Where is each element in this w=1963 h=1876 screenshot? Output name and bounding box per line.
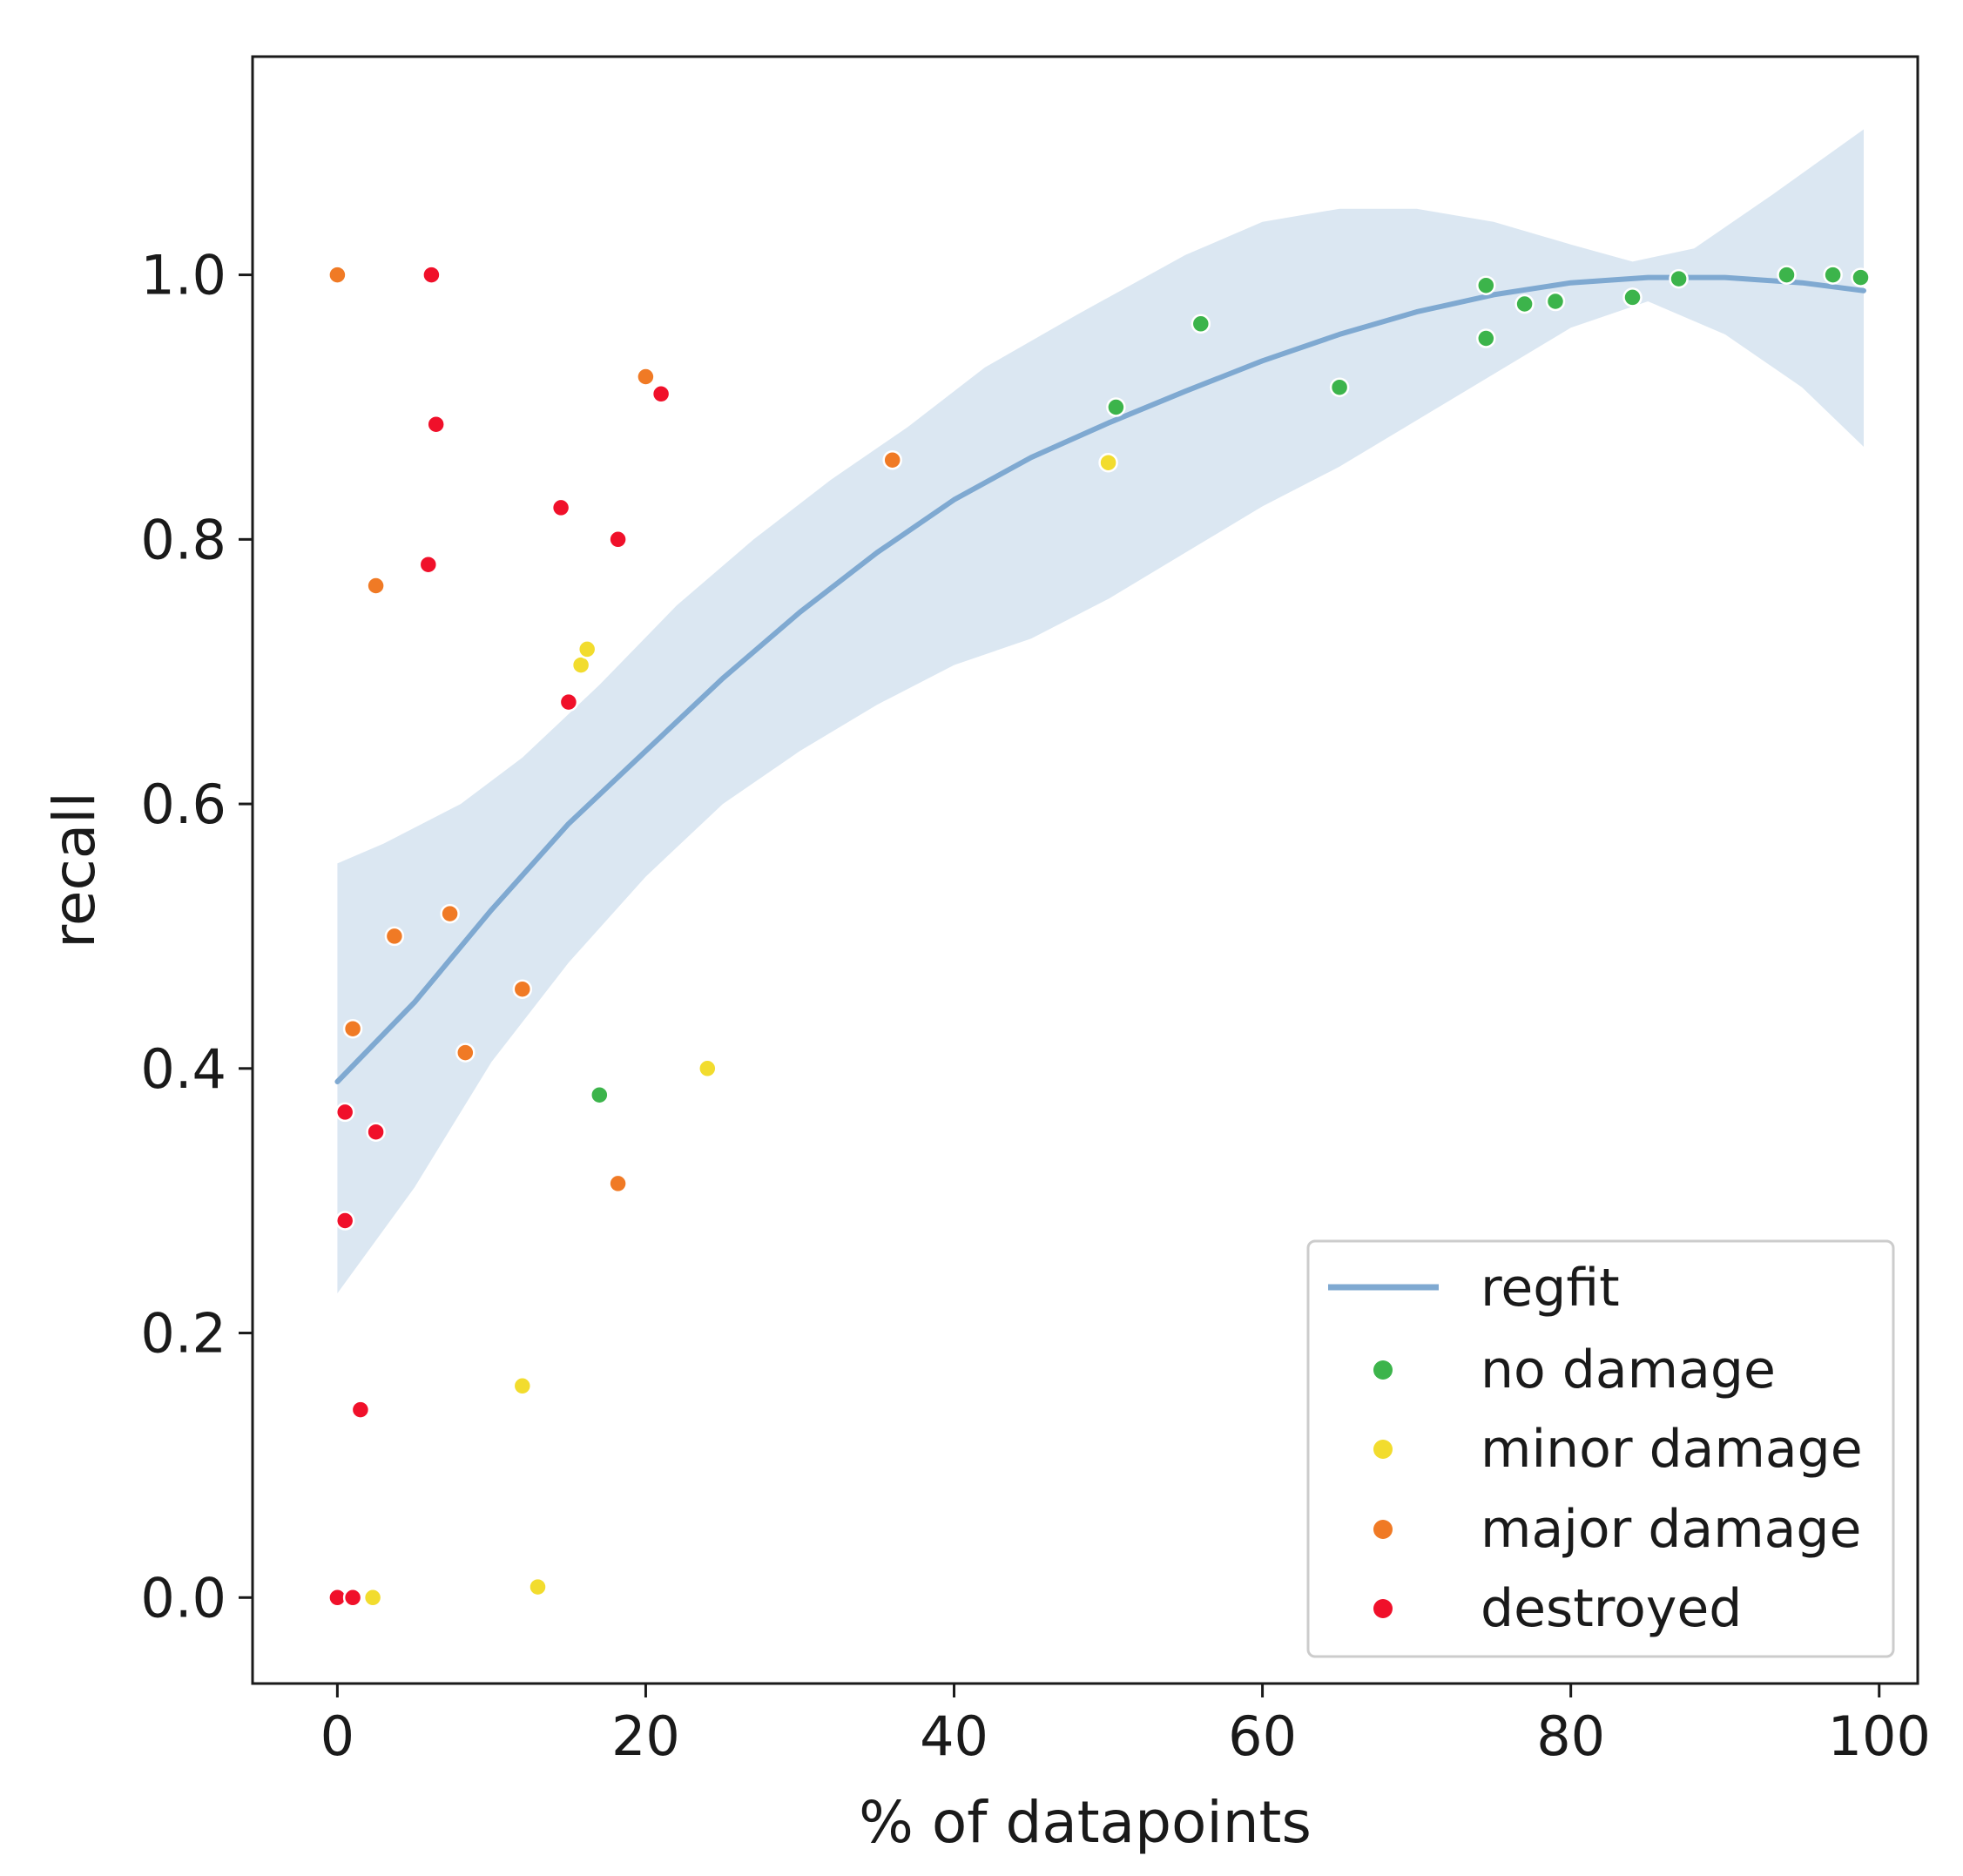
legend-label-destroyed: destroyed — [1481, 1578, 1742, 1639]
legend-label-no-damage: no damage — [1481, 1340, 1776, 1400]
point-major-damage — [608, 1173, 628, 1194]
x-tick-label: 0 — [320, 1704, 354, 1768]
x-tick-label: 40 — [920, 1704, 988, 1768]
point-destroyed — [418, 554, 439, 575]
point-no-damage — [1106, 397, 1126, 417]
y-tick-label: 0.8 — [140, 508, 226, 571]
y-tick-label: 0.4 — [140, 1037, 226, 1101]
x-axis: 0 20 40 60 80 100 — [320, 1684, 1931, 1768]
point-destroyed — [608, 530, 628, 550]
point-major-damage — [512, 979, 533, 999]
y-tick-label: 0.0 — [140, 1566, 226, 1630]
point-no-damage — [1851, 267, 1871, 287]
point-no-damage — [1476, 275, 1496, 295]
point-no-damage — [1191, 314, 1211, 334]
plot-frame — [251, 55, 1919, 1685]
point-no-damage — [1329, 377, 1350, 397]
y-axis: 0.0 0.2 0.4 0.6 0.8 1.0 — [140, 244, 253, 1630]
point-minor-damage — [512, 1376, 533, 1396]
point-major-damage — [440, 903, 460, 924]
y-axis-title: recall — [41, 792, 108, 948]
plot-area — [251, 55, 1919, 1685]
point-major-damage — [455, 1043, 476, 1063]
point-minor-damage — [698, 1058, 718, 1079]
point-minor-damage — [362, 1588, 383, 1608]
point-major-damage — [384, 926, 405, 947]
legend-marker-no-damage — [1373, 1360, 1393, 1380]
y-tick-label: 0.6 — [140, 773, 226, 836]
legend-frame — [1306, 1239, 1895, 1658]
point-minor-damage — [1098, 452, 1118, 473]
x-tick-label: 100 — [1828, 1704, 1931, 1768]
y-tick-label: 1.0 — [140, 244, 226, 307]
point-destroyed — [366, 1122, 386, 1142]
point-no-damage — [1514, 294, 1535, 314]
point-no-damage — [1545, 291, 1566, 312]
point-destroyed — [334, 1102, 355, 1123]
point-major-damage — [327, 265, 347, 285]
point-no-damage — [590, 1084, 610, 1105]
point-destroyed — [426, 414, 446, 435]
regfit-line — [334, 274, 1866, 1084]
point-minor-damage — [577, 639, 597, 659]
legend: regfit no damage minor damage major dama… — [1306, 1239, 1895, 1658]
point-no-damage — [1476, 328, 1496, 348]
legend-label-regfit: regfit — [1481, 1258, 1620, 1319]
point-major-damage — [342, 1018, 363, 1039]
x-tick-label: 20 — [611, 1704, 680, 1768]
point-destroyed — [651, 384, 671, 404]
x-axis-title: % of datapoints — [859, 1789, 1312, 1856]
legend-marker-minor-damage — [1373, 1440, 1393, 1459]
confidence-band-layer — [337, 129, 1864, 1293]
legend-label-minor-damage: minor damage — [1481, 1419, 1863, 1480]
point-no-damage — [1777, 265, 1797, 285]
point-major-damage — [882, 449, 902, 470]
x-tick-label: 80 — [1536, 1704, 1605, 1768]
point-destroyed — [422, 265, 442, 285]
point-no-damage — [1823, 265, 1843, 285]
point-destroyed — [334, 1211, 355, 1231]
point-major-damage — [366, 576, 386, 596]
point-minor-damage — [528, 1576, 548, 1597]
scatter-points-layer — [327, 265, 1871, 1608]
point-major-damage — [636, 367, 656, 387]
point-no-damage — [1669, 268, 1689, 289]
point-destroyed — [550, 497, 571, 518]
legend-marker-major-damage — [1373, 1520, 1393, 1539]
legend-marker-destroyed — [1373, 1599, 1393, 1618]
regfit-line-layer — [334, 274, 1866, 1084]
point-destroyed — [558, 692, 579, 712]
legend-label-major-damage: major damage — [1481, 1499, 1861, 1560]
point-destroyed — [342, 1588, 363, 1608]
point-destroyed — [350, 1400, 371, 1420]
point-no-damage — [1622, 287, 1643, 307]
y-tick-label: 0.2 — [140, 1302, 226, 1366]
x-tick-label: 60 — [1228, 1704, 1297, 1768]
regfit-confidence-band — [337, 129, 1864, 1293]
